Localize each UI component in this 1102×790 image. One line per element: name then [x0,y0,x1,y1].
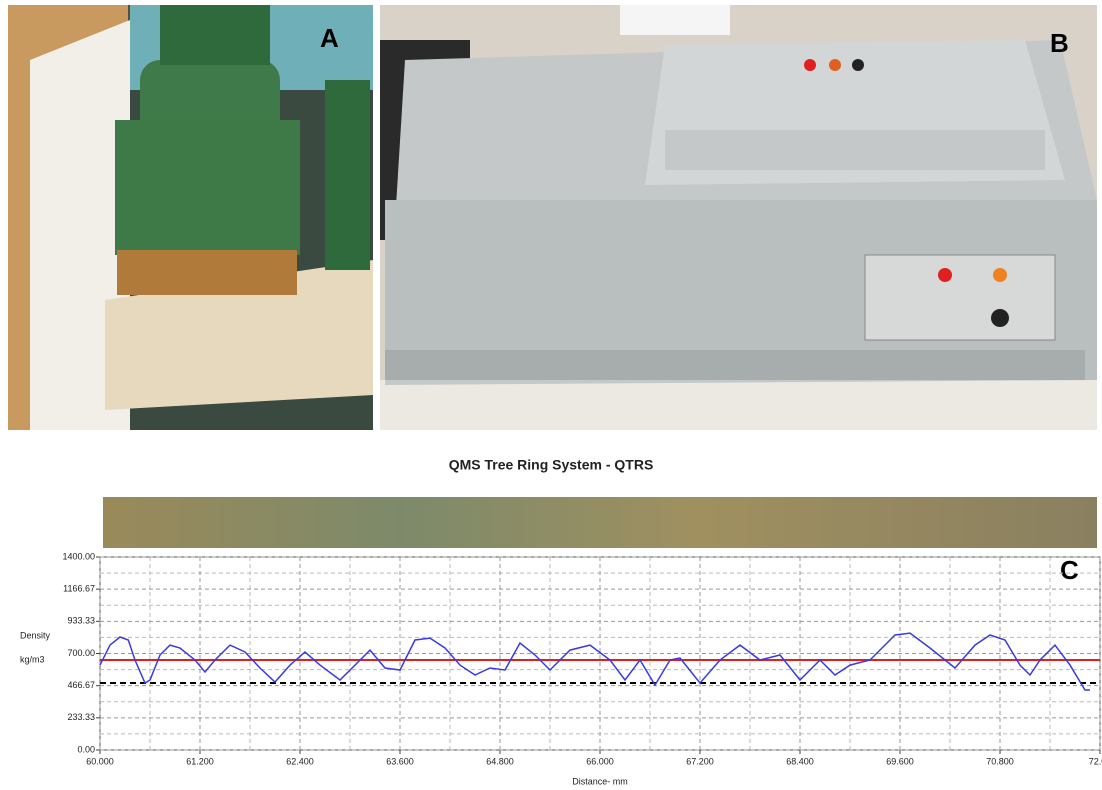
x-tick-label: 61.200 [186,756,214,766]
y-tick-label: 1166.67 [63,584,95,594]
x-tick-label: 63.600 [386,756,414,766]
y-axis-label: kg/m3 [20,654,45,664]
panel-letter: B [1050,28,1069,58]
x-tick-label: 62.400 [286,756,314,766]
y-tick-label: 700.00 [67,648,95,658]
x-tick-label: 67.200 [686,756,714,766]
photo-a [8,5,373,430]
density-line [99,632,1090,691]
photo-b [380,5,1097,430]
y-tick-label: 0.00 [77,744,95,754]
x-axis-label: Distance- mm [572,776,628,786]
x-tick-label: 64.800 [486,756,514,766]
wood-sample-image [103,497,1097,548]
y-axis-label: Density [20,630,51,640]
x-tick-label: 69.600 [886,756,914,766]
chart-title: QMS Tree Ring System - QTRS [449,457,654,473]
panel-letter: C [1060,555,1079,585]
x-tick-label: 68.400 [786,756,814,766]
x-tick-label: 72.00 [1089,756,1102,766]
y-tick-label: 466.67 [67,680,95,690]
y-tick-label: 233.33 [67,712,95,722]
x-tick-label: 60.000 [86,756,114,766]
y-tick-label: 1400.00 [62,551,95,561]
x-tick-label: 70.800 [986,756,1014,766]
panel-letter: A [320,23,339,53]
y-tick-label: 933.33 [67,616,95,626]
x-tick-label: 66.000 [586,756,614,766]
